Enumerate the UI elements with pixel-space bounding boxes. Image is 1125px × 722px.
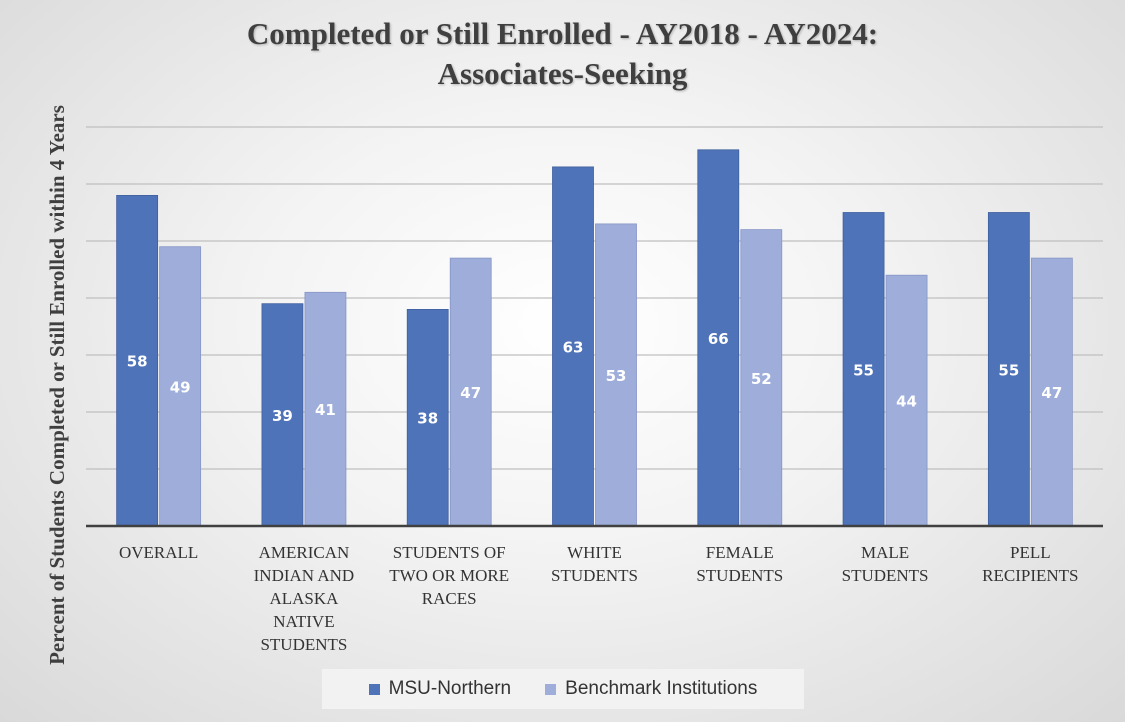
legend-swatch-benchmark: [545, 683, 557, 695]
data-label: 47: [1041, 384, 1062, 402]
bar-msu-northern: [697, 149, 740, 527]
data-label: 63: [563, 338, 584, 356]
bar-msu-northern: [987, 212, 1030, 527]
data-label: 44: [896, 393, 917, 411]
category-label-male: MALE STUDENTS: [841, 543, 929, 585]
category-label-female: FEMALE STUDENTS: [696, 543, 784, 585]
bar-benchmark: [449, 257, 492, 527]
bar-msu-northern: [261, 303, 304, 527]
bars: [116, 149, 1073, 527]
data-label: 47: [460, 384, 481, 402]
legend-item-benchmark: Benchmark Institutions: [545, 678, 757, 700]
data-label: 49: [170, 378, 191, 396]
data-label: 66: [708, 330, 729, 348]
category-label-overall: OVERALL: [118, 543, 199, 562]
chart-title: Completed or Still Enrolled - AY2018 - A…: [0, 14, 1125, 94]
data-label: 55: [998, 361, 1019, 379]
data-label: 55: [853, 361, 874, 379]
legend-label-msu-northern: MSU-Northern: [388, 678, 512, 699]
bar-benchmark: [740, 229, 783, 527]
bar-msu-northern: [406, 308, 449, 527]
data-label: 58: [127, 353, 148, 371]
data-label: 53: [606, 367, 627, 385]
bar-benchmark: [1030, 257, 1073, 527]
category-label-two-or-more-races: STUDENTS OF TWO OR MORE RACES: [389, 543, 510, 608]
data-labels: 58 49 39 41 38 47 63 53 66 52 55 44 55 47: [127, 330, 1063, 428]
category-label-pell: PELL RECIPIENTS: [982, 543, 1079, 585]
bar-benchmark: [885, 274, 928, 527]
legend: MSU-Northern Benchmark Institutions: [322, 669, 804, 709]
y-axis-label: Percent of Students Completed or Still E…: [45, 105, 69, 665]
category-label-white: WHITE STUDENTS: [551, 543, 638, 585]
data-label: 38: [417, 410, 438, 428]
category-label-american-indian: AMERICAN INDIAN AND ALASKA NATIVE STUDEN…: [253, 543, 355, 654]
bar-msu-northern: [842, 212, 885, 527]
bar-benchmark: [304, 291, 347, 527]
bar-benchmark: [595, 223, 637, 527]
chart-title-line1: Completed or Still Enrolled - AY2018 - A…: [246, 16, 879, 51]
data-label: 41: [315, 401, 336, 419]
legend-item-msu-northern: MSU-Northern: [368, 678, 512, 700]
data-label: 39: [272, 407, 293, 425]
gridlines: [86, 126, 1103, 470]
legend-label-benchmark: Benchmark Institutions: [565, 678, 758, 699]
chart-title-line2: Associates-Seeking: [437, 56, 688, 91]
bar-msu-northern: [552, 166, 594, 527]
data-label: 52: [751, 370, 772, 388]
legend-swatch-msu-northern: [368, 683, 380, 695]
bar-benchmark: [159, 246, 202, 527]
